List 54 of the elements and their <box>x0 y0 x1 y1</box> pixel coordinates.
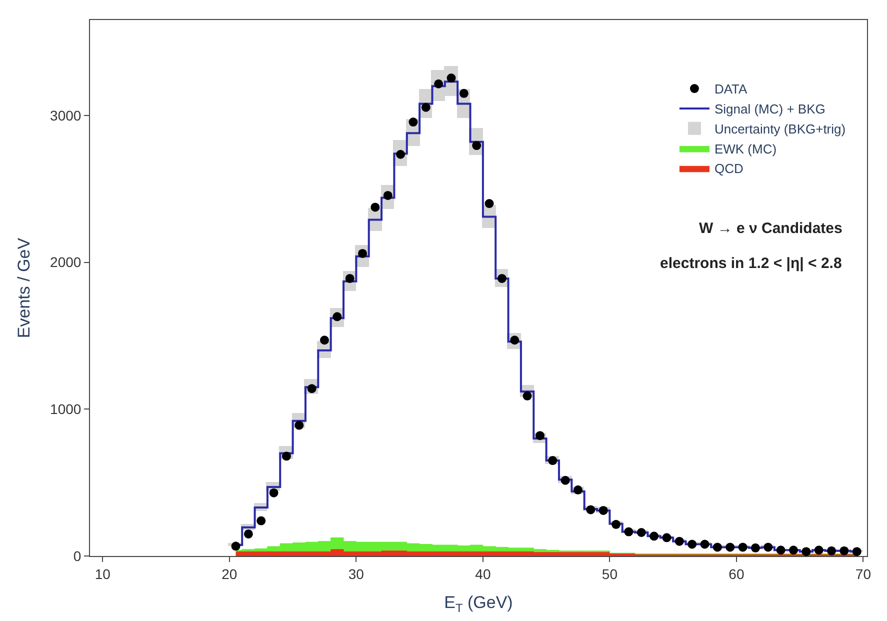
annotation: W → e ν Candidates <box>699 220 842 237</box>
point <box>738 542 748 552</box>
x-tick-label: 30 <box>348 566 364 582</box>
legend-label: Uncertainty (BKG+trig) <box>714 121 846 136</box>
point <box>370 202 380 212</box>
point <box>612 520 621 529</box>
point <box>688 540 697 549</box>
point <box>244 529 253 538</box>
point <box>560 476 570 485</box>
legend-label: QCD <box>714 161 744 176</box>
point <box>548 456 558 466</box>
point <box>598 506 608 515</box>
y-tick-label: 3000 <box>50 107 82 124</box>
point <box>320 336 329 345</box>
point <box>484 199 494 208</box>
annotation: electrons in 1.2 < |η| < 2.8 <box>660 255 842 272</box>
point <box>827 546 836 556</box>
point <box>776 546 786 555</box>
point <box>788 546 798 555</box>
point <box>852 547 862 556</box>
point <box>662 533 672 542</box>
legend-label: DATA <box>714 82 748 97</box>
point <box>840 546 849 556</box>
point <box>636 528 646 537</box>
x-tick-label: 20 <box>222 566 238 582</box>
point <box>674 536 684 546</box>
point <box>574 485 582 494</box>
x-tick-label: 10 <box>94 566 111 582</box>
y-tick-label: 2000 <box>50 254 82 270</box>
point <box>269 488 278 498</box>
point <box>712 542 722 552</box>
y-tick-label: 0 <box>73 548 82 564</box>
x-tick-label: 60 <box>728 566 744 582</box>
point <box>231 542 240 551</box>
legend-label: EWK (MC) <box>714 141 777 156</box>
x-tick-label: 50 <box>602 566 618 582</box>
point <box>256 516 266 526</box>
x-tick-label: 40 <box>475 566 491 582</box>
point <box>726 542 735 552</box>
point <box>764 542 773 552</box>
point <box>700 540 710 549</box>
point <box>408 118 418 127</box>
legend-label: Signal (MC) + BKG <box>714 102 826 117</box>
point <box>814 546 824 555</box>
point <box>459 88 468 98</box>
x-tick-label: 70 <box>855 566 872 582</box>
point <box>802 547 811 556</box>
y-axis-title: Events / GeV <box>14 237 34 338</box>
point <box>650 532 659 541</box>
x-axis-title: E$_{T}$ (GeV) <box>444 593 513 615</box>
point <box>624 527 634 536</box>
point <box>586 505 596 514</box>
y-tick-label: 1000 <box>50 401 82 418</box>
point <box>750 543 760 552</box>
